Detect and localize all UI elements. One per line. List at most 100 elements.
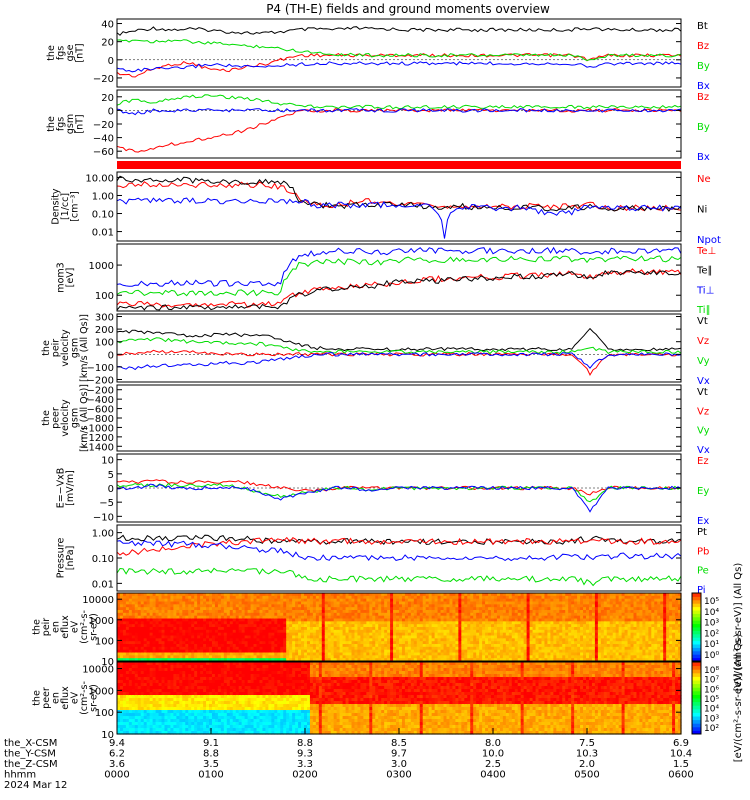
heatmap-cell	[131, 701, 136, 705]
heatmap-cell	[654, 629, 658, 634]
heatmap-cell	[247, 618, 252, 622]
heatmap-cell	[137, 668, 142, 672]
heatmap-cell	[122, 731, 127, 735]
y-tick-label: −20	[93, 74, 114, 85]
heatmap-cell	[440, 601, 445, 605]
heatmap-cell	[372, 604, 376, 608]
heatmap-cell	[538, 638, 543, 642]
heatmap-cell	[167, 627, 172, 631]
heatmap-cell	[553, 646, 557, 651]
heatmap-cell	[511, 635, 516, 639]
heatmap-cell	[404, 629, 409, 634]
heatmap-cell	[452, 644, 456, 648]
heatmap-cell	[158, 632, 163, 637]
heatmap-cell	[541, 658, 546, 662]
heatmap-cell	[339, 601, 344, 605]
heatmap-cell	[422, 601, 427, 605]
heatmap-cell	[262, 641, 267, 645]
y-tick-label: 0	[108, 106, 114, 117]
heatmap-cell	[366, 644, 370, 648]
heatmap-cell	[434, 635, 439, 639]
heatmap-cell	[452, 624, 456, 628]
heatmap-cell	[125, 607, 130, 611]
heatmap-cell	[232, 652, 237, 656]
heatmap-cell	[437, 627, 442, 631]
heatmap-cell	[176, 595, 180, 600]
heatmap-cell	[467, 644, 471, 648]
heatmap-cell	[143, 618, 148, 622]
y-tick-label: −10	[93, 512, 114, 523]
heatmap-cell	[559, 607, 563, 611]
heatmap-cell	[369, 627, 373, 631]
heatmap-cell	[170, 621, 174, 625]
heatmap-cell	[119, 641, 124, 645]
heatmap-cell	[137, 610, 142, 614]
heatmap-cell	[618, 649, 623, 654]
heatmap-cell	[206, 593, 210, 597]
heatmap-cell	[235, 635, 240, 639]
heatmap-cell	[271, 618, 275, 622]
heatmap-cell	[470, 595, 474, 600]
heatmap-cell	[217, 624, 222, 628]
heatmap-cell	[624, 621, 629, 625]
heatmap-cell	[571, 615, 575, 620]
heatmap-cell	[422, 621, 427, 625]
heatmap-cell	[437, 621, 442, 625]
heatmap-cell	[309, 627, 314, 631]
heatmap-cell	[375, 618, 379, 622]
heatmap-cell	[532, 644, 537, 648]
heatmap-cell	[467, 624, 471, 628]
heatmap-cell	[493, 618, 498, 622]
heatmap-cell	[191, 621, 195, 625]
heatmap-cell	[375, 595, 379, 600]
heatmap-cell	[422, 627, 427, 631]
heatmap-cell	[146, 655, 151, 659]
heatmap-cell	[360, 632, 364, 637]
heatmap-cell	[247, 624, 252, 628]
heatmap-cell	[663, 624, 667, 628]
heatmap-cell	[476, 610, 480, 614]
heatmap-cell	[363, 624, 367, 628]
heatmap-cell	[511, 618, 516, 622]
heatmap-cell	[351, 612, 356, 617]
heatmap-cell	[538, 604, 543, 608]
heatmap-cell	[666, 601, 670, 605]
heatmap-cell	[651, 624, 655, 628]
heatmap-cell	[526, 621, 531, 625]
heatmap-cell	[514, 595, 519, 600]
heatmap-cell	[455, 601, 459, 605]
heatmap-cell	[583, 632, 587, 637]
heatmap-cell	[642, 627, 646, 631]
heatmap-cell	[565, 632, 569, 637]
heatmap-cell	[603, 635, 608, 639]
heatmap-cell	[645, 604, 649, 608]
heatmap-cell	[283, 601, 287, 605]
panel-frame	[116, 384, 682, 452]
heatmap-cell	[493, 612, 498, 617]
heatmap-cell	[577, 652, 581, 656]
heatmap-cell	[479, 598, 483, 603]
heatmap-cell	[508, 593, 513, 597]
heatmap-cell	[618, 598, 623, 603]
heatmap-cell	[295, 601, 299, 605]
heatmap-cell	[286, 652, 290, 656]
heatmap-cell	[562, 607, 566, 611]
heatmap-cell	[238, 618, 243, 622]
heatmap-cell	[597, 601, 602, 605]
heatmap-cell	[241, 612, 246, 617]
heatmap-cell	[378, 604, 382, 608]
heatmap-cell	[645, 607, 649, 611]
heatmap-cell	[559, 593, 563, 597]
heatmap-cell	[164, 618, 169, 622]
heatmap-cell	[220, 649, 225, 654]
heatmap-cell	[286, 607, 290, 611]
heatmap-cell	[117, 683, 121, 687]
heatmap-cell	[372, 627, 376, 631]
heatmap-cell	[449, 627, 454, 631]
heatmap-cell	[642, 601, 646, 605]
heatmap-cell	[122, 710, 127, 714]
heatmap-cell	[173, 621, 177, 625]
heatmap-cell	[286, 658, 290, 662]
heatmap-cell	[511, 624, 516, 628]
heatmap-cell	[348, 649, 353, 654]
